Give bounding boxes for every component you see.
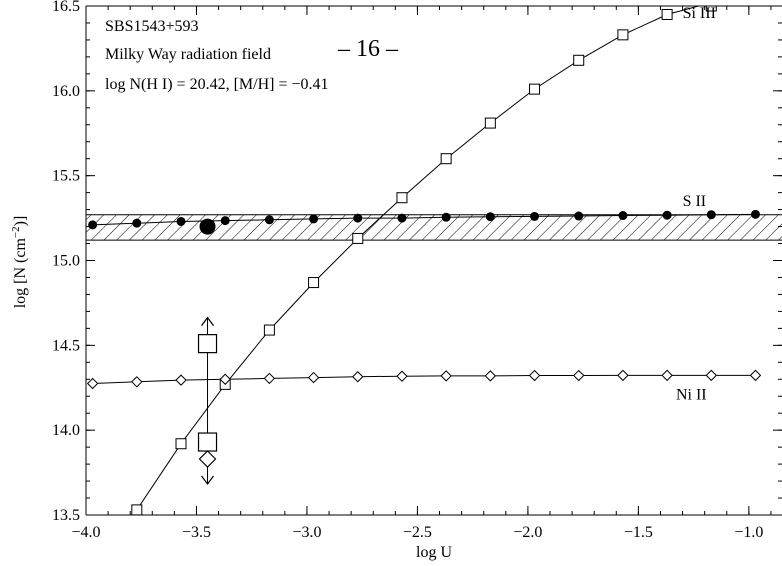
point-ni-ii	[528, 369, 541, 382]
point-s-ii	[574, 211, 584, 221]
x-tick-label: −1.5	[624, 524, 653, 541]
observations-layer	[197, 218, 218, 486]
x-axis-label: log U	[416, 544, 452, 561]
point-s-ii	[750, 209, 760, 219]
point-ni-ii	[352, 371, 364, 383]
point-s-ii	[309, 214, 319, 224]
x-tick-label: −3.0	[292, 524, 321, 541]
point-ni-ii	[396, 370, 408, 382]
point-si-iii	[263, 324, 275, 336]
annotation-radiation-field: Milky Way radiation field	[105, 46, 271, 63]
y-tick-label: 14.5	[52, 337, 80, 354]
point-si-iii	[352, 232, 364, 244]
annotation-column-metallicity: log N(H I) = 20.42, [M/H] = −0.41	[105, 76, 329, 93]
page-header: – 16 –	[337, 36, 399, 62]
point-s-ii	[353, 213, 363, 223]
point-ni-ii	[263, 372, 276, 385]
point-ni-ii	[131, 376, 143, 388]
series-labels: Si III S II Ni II	[676, 5, 716, 404]
x-tick-label: −1.0	[734, 524, 763, 541]
point-s-ii	[706, 210, 716, 220]
series-layer	[86, 6, 762, 515]
series-label-ni-ii: Ni II	[676, 387, 707, 404]
series-label-si-iii: Si III	[683, 5, 716, 22]
point-s-ii	[530, 211, 540, 221]
point-ni-ii	[705, 369, 718, 382]
point-ni-ii	[749, 369, 762, 382]
upper-limit-arrow	[201, 475, 215, 486]
observed-s-ii	[199, 218, 216, 235]
point-ni-ii	[573, 369, 585, 382]
x-tick-label: −3.5	[182, 524, 211, 541]
y-tick-label: 15.5	[52, 168, 80, 185]
y-tick-label: 16.0	[52, 83, 80, 100]
ticks-layer: −4.0 −3.5 −3.0 −2.5 −2.0 −1.5 −1.0 13.5 14.0 14.5…	[52, 0, 782, 541]
point-si-iii	[396, 192, 408, 204]
series-label-s-ii: S II	[683, 193, 707, 210]
point-ni-ii	[175, 374, 187, 386]
point-si-iii	[573, 54, 585, 66]
point-ni-ii	[484, 370, 497, 382]
point-si-iii	[705, 6, 717, 12]
point-s-ii	[441, 212, 451, 222]
x-tick-label: −2.5	[403, 524, 432, 541]
x-tick-label: −4.0	[71, 524, 100, 541]
point-ni-ii	[307, 371, 320, 384]
point-s-ii	[397, 213, 407, 223]
point-si-iii	[440, 153, 452, 165]
x-tick-label: −2.0	[513, 524, 542, 541]
observed-band	[86, 214, 782, 241]
point-s-ii	[485, 212, 495, 222]
lower-limit-arrow	[201, 316, 215, 326]
point-s-ii	[264, 215, 274, 225]
point-si-iii	[661, 8, 673, 20]
series-line-ni-ii	[92, 374, 756, 384]
point-si-iii	[484, 117, 496, 129]
observed-ni-ii-upper-limit	[198, 450, 217, 468]
observed-si-iii-upper-limit	[197, 432, 218, 452]
series-line-si-iii	[132, 6, 701, 515]
point-s-ii	[618, 211, 628, 221]
point-si-iii	[529, 83, 541, 95]
point-s-ii	[88, 220, 98, 230]
point-ni-ii	[86, 377, 99, 390]
point-si-iii	[617, 29, 629, 41]
point-s-ii	[662, 210, 672, 220]
y-tick-label: 13.5	[52, 507, 80, 524]
point-ni-ii	[219, 373, 231, 385]
point-s-ii	[220, 216, 230, 226]
point-si-iii	[175, 438, 187, 450]
y-tick-label: 15.0	[52, 253, 80, 270]
y-tick-label: 16.5	[52, 0, 80, 15]
point-si-iii	[308, 277, 320, 289]
observed-si-iii-lower-limit	[197, 334, 218, 354]
point-si-iii	[131, 504, 143, 515]
point-ni-ii	[440, 370, 452, 382]
annotation-object-name: SBS1543+593	[105, 18, 199, 35]
point-ni-ii	[617, 369, 629, 382]
point-s-ii	[132, 218, 142, 228]
y-axis-label: log [N (cm−2)]	[10, 216, 29, 309]
point-s-ii	[176, 216, 186, 226]
observed-band-hatch	[86, 214, 782, 241]
point-ni-ii	[661, 369, 673, 382]
y-tick-label: 14.0	[52, 422, 80, 439]
